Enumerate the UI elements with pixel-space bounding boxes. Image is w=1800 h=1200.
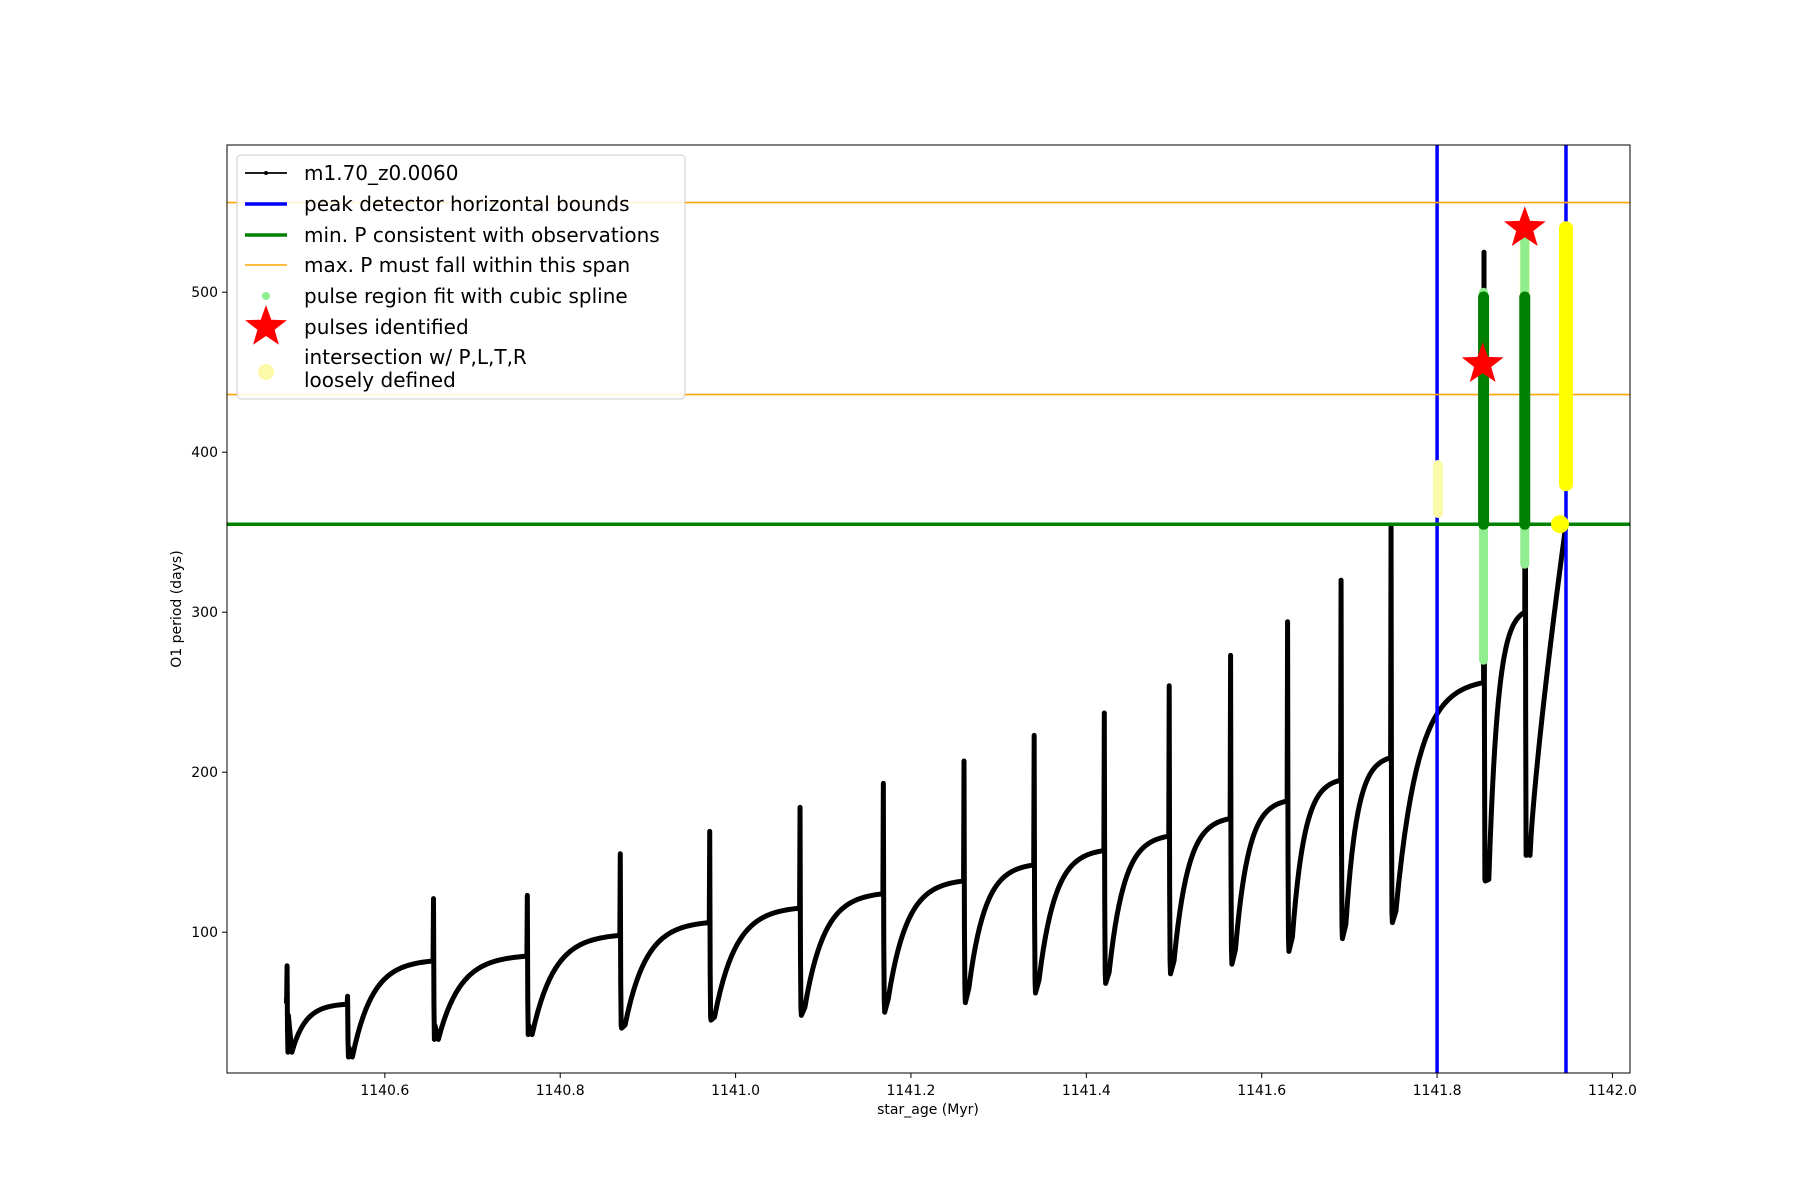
legend-handle-intersection bbox=[258, 364, 274, 380]
legend-label-minp: min. P consistent with observations bbox=[304, 223, 660, 247]
y-axis-label: O1 period (days) bbox=[169, 550, 185, 667]
legend-handle-track-marker bbox=[264, 171, 268, 175]
legend-item-maxp: max. P must fall within this span bbox=[245, 253, 630, 277]
x-axis-label: star_age (Myr) bbox=[877, 1102, 979, 1118]
pulse-star-2 bbox=[1503, 206, 1546, 246]
plot-area bbox=[227, 145, 1630, 1073]
plot-frame bbox=[226, 144, 1631, 1074]
y-tick-label-2: 200 bbox=[191, 765, 218, 781]
legend-item-bounds: peak detector horizontal bounds bbox=[245, 192, 630, 216]
legend-box bbox=[236, 154, 686, 400]
series-line-track bbox=[284, 249, 1569, 1060]
y-tick-label-1: 100 bbox=[191, 925, 218, 941]
y-tick-label-4: 400 bbox=[191, 445, 218, 461]
legend-label-pulses: pulses identified bbox=[304, 315, 469, 339]
x-tick-label-2: 1140.8 bbox=[536, 1083, 585, 1099]
pulse-star-1 bbox=[1461, 342, 1504, 382]
legend-label-spline: pulse region fit with cubic spline bbox=[304, 284, 628, 308]
legend-item-pulses: pulses identified bbox=[245, 305, 469, 345]
x-tick-label-4: 1141.2 bbox=[886, 1083, 935, 1099]
legend-item-track: m1.70_z0.0060 bbox=[245, 161, 459, 185]
x-tick-label-6: 1141.6 bbox=[1237, 1083, 1286, 1099]
legend-item-spline: pulse region fit with cubic spline bbox=[262, 284, 628, 308]
legend-label-track: m1.70_z0.0060 bbox=[304, 161, 459, 185]
axes: 1140.6 1140.8 1141.0 1141.2 1141.4 1141.6 1141… bbox=[191, 285, 1637, 1099]
y-tick-label-3: 300 bbox=[191, 605, 218, 621]
x-tick-label-5: 1141.4 bbox=[1062, 1083, 1111, 1099]
x-tick-label-7: 1141.8 bbox=[1413, 1083, 1462, 1099]
x-tick-label-1: 1140.6 bbox=[360, 1083, 409, 1099]
legend-handle-spline bbox=[262, 292, 270, 300]
legend-label-intersection: intersection w/ P,L,T,R bbox=[304, 345, 527, 369]
legend-label-bounds: peak detector horizontal bounds bbox=[304, 192, 630, 216]
legend-handle-pulses bbox=[245, 305, 287, 345]
legend-label-maxp: max. P must fall within this span bbox=[304, 253, 630, 277]
x-tick-label-8: 1142.0 bbox=[1588, 1083, 1637, 1099]
x-tick-label-3: 1141.0 bbox=[711, 1083, 760, 1099]
legend-label-intersection-line2: loosely defined bbox=[304, 368, 456, 392]
y-tick-label-5: 500 bbox=[191, 285, 218, 301]
legend-item-minp: min. P consistent with observations bbox=[245, 223, 660, 247]
intersection-point bbox=[1550, 515, 1569, 534]
